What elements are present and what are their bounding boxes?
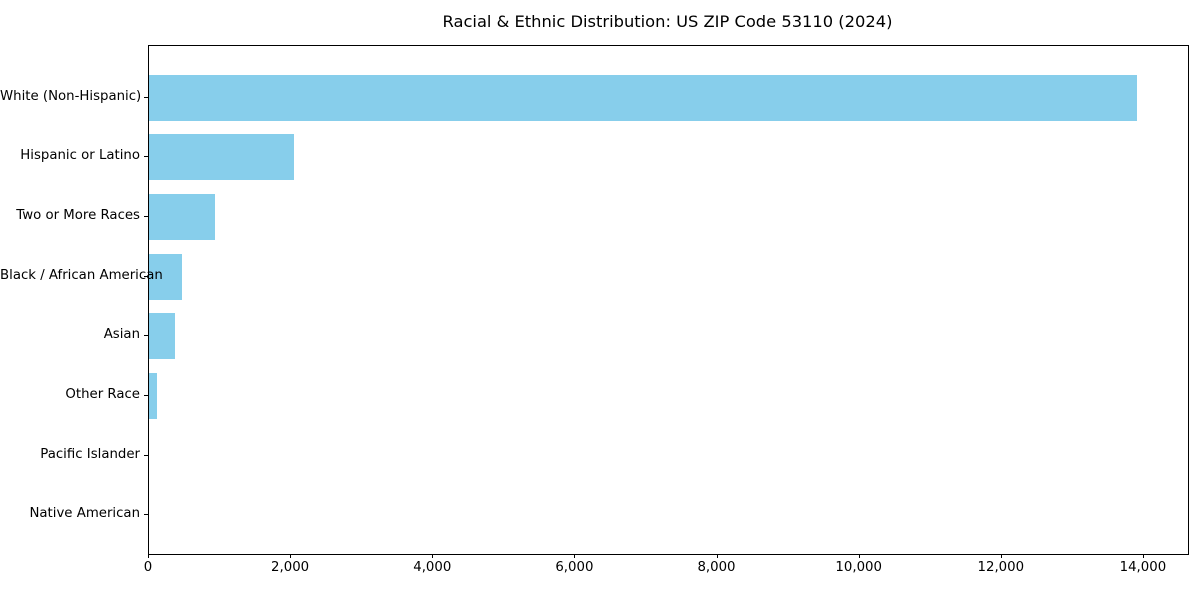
x-tick-mark bbox=[574, 554, 576, 558]
x-tick-mark bbox=[290, 554, 292, 558]
x-tick-label-2000: 2,000 bbox=[271, 560, 310, 575]
y-tick-label-white-non-hispanic: White (Non-Hispanic) bbox=[0, 88, 142, 104]
y-tick-label-asian: Asian bbox=[103, 327, 140, 343]
y-tick-mark bbox=[144, 514, 148, 516]
y-tick-mark bbox=[144, 395, 148, 397]
plot-area bbox=[148, 45, 1189, 555]
x-tick-mark bbox=[1142, 554, 1144, 558]
y-tick-label-other-race: Other Race bbox=[65, 387, 140, 403]
bar-two-or-more-races bbox=[149, 193, 216, 240]
x-tick-label-10000: 10,000 bbox=[835, 560, 882, 575]
y-tick-label-native-american: Native American bbox=[29, 506, 140, 522]
x-tick-label-0: 0 bbox=[143, 560, 153, 575]
x-tick-label-12000: 12,000 bbox=[977, 560, 1025, 575]
y-tick-label-black-african-american: Black / African American bbox=[0, 267, 163, 283]
y-tick-label-hispanic-or-latino: Hispanic or Latino bbox=[20, 148, 140, 164]
x-tick-mark bbox=[432, 554, 434, 558]
y-tick-mark bbox=[144, 156, 148, 158]
bar-other-race bbox=[149, 373, 157, 420]
x-tick-mark bbox=[148, 554, 149, 558]
x-tick-label-8000: 8,000 bbox=[697, 560, 736, 575]
bar-black-african-american bbox=[149, 253, 183, 300]
y-tick-mark bbox=[144, 96, 148, 98]
bar-asian bbox=[149, 313, 175, 360]
y-tick-mark bbox=[144, 275, 148, 277]
y-tick-mark bbox=[144, 215, 148, 217]
x-tick-mark bbox=[716, 554, 718, 558]
x-tick-label-4000: 4,000 bbox=[413, 560, 452, 575]
y-tick-mark bbox=[144, 454, 148, 456]
x-tick-mark bbox=[858, 554, 860, 558]
y-tick-label-pacific-islander: Pacific Islander bbox=[40, 446, 140, 462]
y-tick-mark bbox=[144, 335, 148, 337]
x-tick-mark bbox=[1000, 554, 1002, 558]
y-tick-label-two-or-more-races: Two or More Races bbox=[16, 207, 140, 223]
bar-hispanic-or-latino bbox=[149, 134, 294, 181]
x-tick-label-14000: 14,000 bbox=[1119, 560, 1167, 575]
x-tick-label-6000: 6,000 bbox=[555, 560, 594, 575]
chart-title: Racial & Ethnic Distribution: US ZIP Cod… bbox=[442, 12, 893, 31]
bar-white-non-hispanic bbox=[149, 74, 1137, 121]
